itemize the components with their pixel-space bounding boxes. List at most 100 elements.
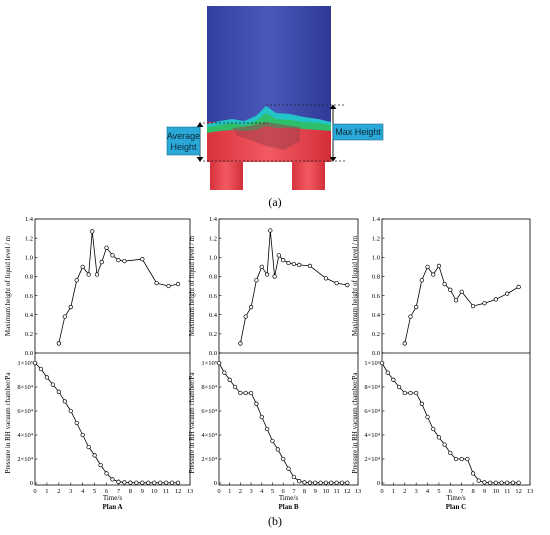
x-tick-label: 9 bbox=[314, 488, 317, 495]
liquid-height-point bbox=[436, 263, 442, 269]
snorkel-left bbox=[210, 162, 243, 190]
top-y-tick-label: 0.8 bbox=[372, 274, 380, 281]
liquid-height-point bbox=[259, 264, 264, 270]
pressure-point bbox=[232, 384, 238, 390]
liquid-height-point bbox=[122, 258, 127, 264]
bottom-y-tick-label: 6×10⁴ bbox=[364, 408, 380, 415]
liquid-height-point bbox=[104, 245, 109, 250]
liquid-height-point bbox=[99, 259, 104, 265]
liquid-height-point bbox=[272, 274, 277, 279]
x-tick-label: 4 bbox=[81, 488, 85, 495]
pressure-point bbox=[391, 377, 396, 382]
top-y-axis-label: Maximum height of liquid level / m bbox=[188, 235, 196, 336]
pressure-point bbox=[264, 426, 270, 432]
pressure-point bbox=[122, 480, 127, 485]
avg-height-label-line1: Average bbox=[167, 131, 200, 141]
pressure-point bbox=[74, 420, 79, 426]
chart-panel-3: 0.0 0.2 0.4 0.6 0.8 1.0 1.2 1.4 0 2×10⁴ 4×10⁴ 6×10⁴… bbox=[351, 216, 533, 511]
pressure-point bbox=[98, 462, 103, 468]
x-tick-label: 0 bbox=[380, 488, 383, 495]
top-y-tick-label: 1.0 bbox=[372, 254, 380, 261]
pressure-point bbox=[243, 390, 248, 396]
liquid-height-point bbox=[56, 341, 61, 346]
pressure-point bbox=[408, 390, 413, 396]
caption-a: (a) bbox=[268, 195, 281, 209]
x-tick-label: 10 bbox=[493, 488, 500, 495]
pressure-point bbox=[313, 480, 318, 485]
pressure-point bbox=[302, 480, 307, 485]
bottom-y-tick-label: 1×10⁵ bbox=[364, 360, 380, 367]
pressure-point bbox=[436, 435, 442, 440]
x-tick-label: 12 bbox=[515, 488, 522, 495]
x-tick-label: 11 bbox=[333, 488, 339, 495]
liquid-height-point bbox=[307, 263, 313, 269]
top-y-tick-label: 1.0 bbox=[209, 254, 217, 261]
pressure-point bbox=[476, 478, 481, 483]
liquid-height-point bbox=[166, 283, 171, 289]
pressure-point bbox=[62, 399, 67, 404]
liquid-height-point bbox=[453, 298, 459, 303]
liquid-height-line bbox=[240, 230, 348, 344]
liquid-height-point bbox=[431, 272, 436, 277]
liquid-height-point bbox=[505, 291, 510, 296]
bottom-y-tick-label: 4×10⁴ bbox=[17, 432, 33, 439]
pressure-point bbox=[470, 471, 476, 476]
pressure-point bbox=[297, 479, 302, 484]
x-tick-label: 6 bbox=[282, 488, 286, 495]
top-y-axis-label: Maximum height of liquid level / m bbox=[351, 235, 359, 336]
vacuum-chamber-upper bbox=[207, 6, 331, 127]
liquid-height-point bbox=[80, 264, 85, 270]
x-tick-label: 8 bbox=[303, 488, 306, 495]
pressure-point bbox=[510, 480, 516, 485]
liquid-height-point bbox=[402, 341, 407, 346]
x-tick-label: 3 bbox=[415, 488, 418, 495]
plot-frame bbox=[218, 218, 359, 486]
x-tick-label: 0 bbox=[33, 488, 36, 495]
liquid-height-point bbox=[254, 278, 259, 283]
bottom-y-tick-label: 8×10⁴ bbox=[17, 384, 33, 391]
pressure-point bbox=[442, 442, 447, 447]
pressure-point bbox=[516, 480, 521, 485]
x-tick-label: 9 bbox=[483, 488, 486, 495]
pressure-point bbox=[414, 390, 419, 396]
pressure-point bbox=[104, 471, 109, 476]
pressure-point bbox=[482, 480, 487, 485]
pressure-point bbox=[152, 480, 157, 485]
pressure-point bbox=[286, 466, 291, 471]
pressure-point bbox=[259, 414, 264, 420]
x-tick-label: 3 bbox=[249, 488, 252, 495]
top-y-tick-label: 0.4 bbox=[25, 312, 34, 319]
pressure-point bbox=[140, 480, 145, 485]
plan-label: Plan B bbox=[278, 503, 298, 511]
pressure-point bbox=[32, 360, 38, 366]
liquid-height-point bbox=[175, 281, 181, 287]
liquid-height-point bbox=[86, 272, 91, 277]
liquid-height-point bbox=[414, 304, 419, 310]
pressure-point bbox=[248, 390, 254, 396]
x-tick-label: 11 bbox=[163, 488, 169, 495]
pressure-point bbox=[493, 480, 498, 485]
pressure-point bbox=[254, 401, 259, 406]
top-y-tick-label: 0.0 bbox=[25, 350, 33, 357]
liquid-height-point bbox=[140, 257, 145, 262]
pressure-point bbox=[158, 480, 163, 485]
avg-height-label-line2: Height bbox=[170, 142, 197, 152]
liquid-height-point bbox=[459, 289, 464, 294]
pressure-point bbox=[318, 480, 323, 485]
bottom-y-axis-label: Pressure in RH vacuum chamber/Pa bbox=[188, 372, 196, 474]
pressure-point bbox=[379, 360, 385, 366]
pressure-point bbox=[396, 384, 402, 390]
top-y-tick-label: 0.0 bbox=[209, 350, 217, 357]
top-y-tick-label: 0.6 bbox=[209, 293, 218, 300]
top-y-tick-label: 0.2 bbox=[372, 331, 380, 338]
pressure-point bbox=[86, 444, 91, 450]
x-tick-label: 6 bbox=[449, 488, 453, 495]
pressure-point bbox=[385, 370, 390, 375]
liquid-height-line bbox=[58, 231, 179, 344]
bottom-y-tick-label: 4×10⁴ bbox=[364, 432, 380, 439]
pressure-point bbox=[44, 375, 50, 380]
pressure-point bbox=[38, 366, 44, 372]
top-y-tick-label: 0.2 bbox=[25, 331, 33, 338]
liquid-height-point bbox=[516, 284, 521, 290]
pressure-point bbox=[175, 480, 181, 485]
